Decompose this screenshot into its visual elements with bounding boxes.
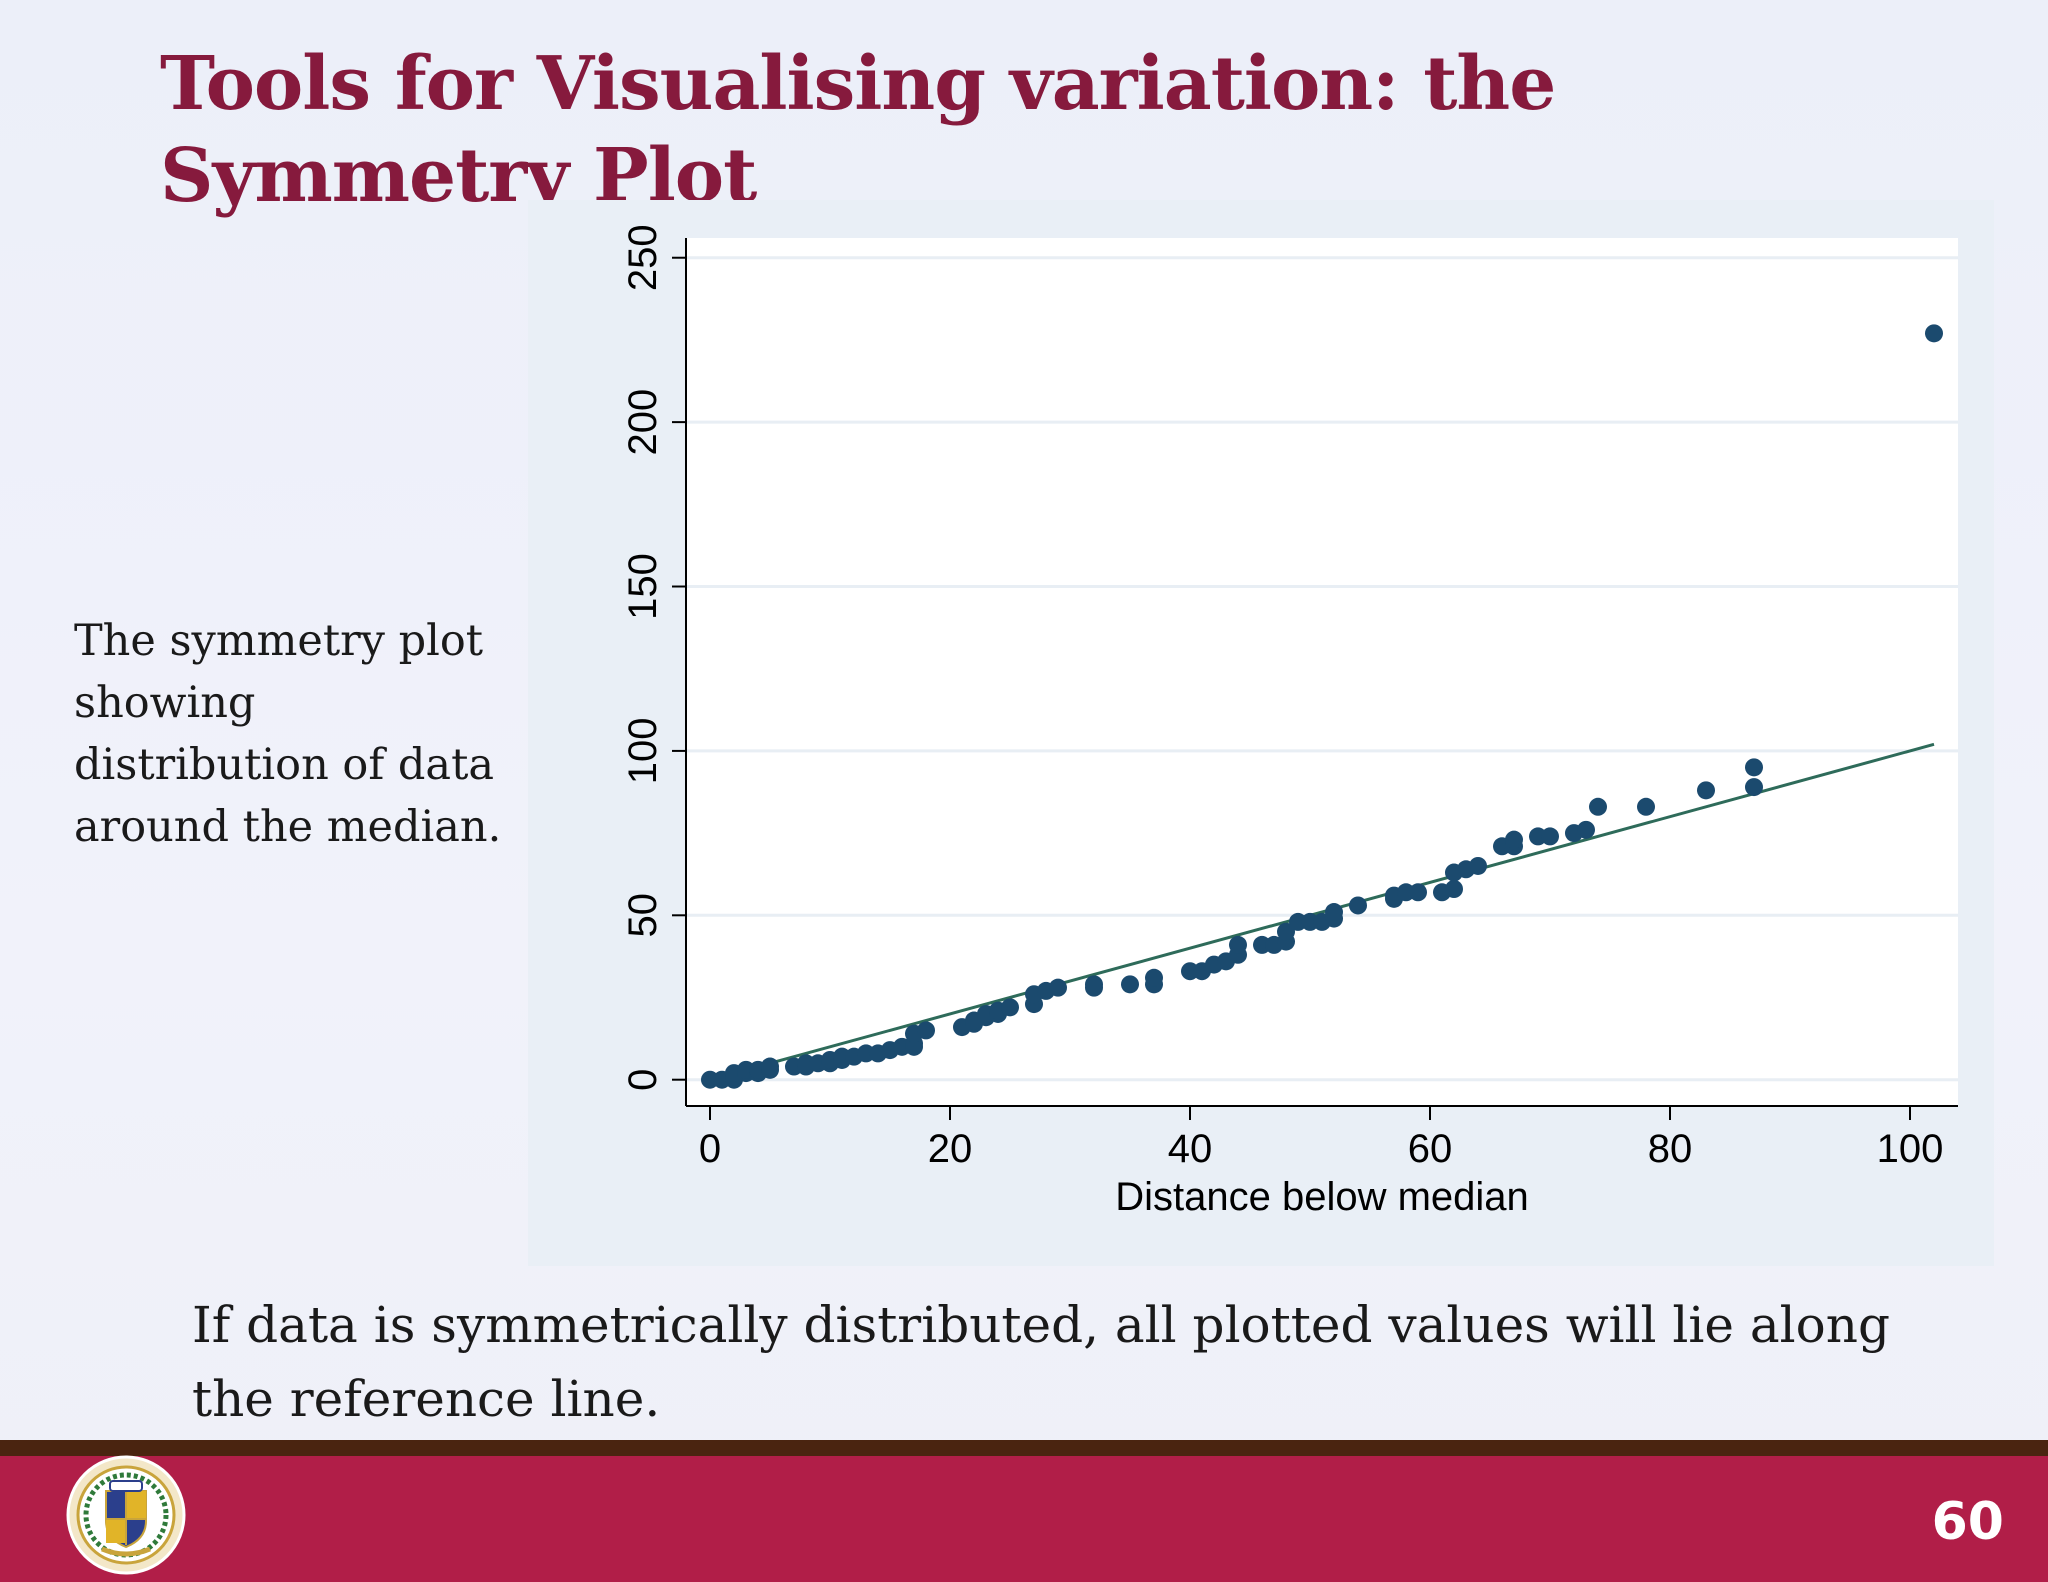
- university-crest-icon: [66, 1455, 186, 1575]
- data-point: [1001, 998, 1019, 1017]
- data-point: [1745, 778, 1763, 797]
- footer-divider: [0, 1440, 2048, 1456]
- slide-title: Tools for Visualising variation: the Sym…: [160, 41, 1556, 219]
- data-point: [1589, 797, 1607, 816]
- footnote-text: If data is symmetrically distributed, al…: [192, 1296, 1890, 1428]
- data-point: [1637, 797, 1655, 816]
- reference-line: [709, 742, 1935, 1082]
- data-point: [1577, 820, 1595, 839]
- footer-bar: [0, 1456, 2048, 1582]
- data-point: [1697, 781, 1715, 800]
- data-point: [1409, 883, 1427, 902]
- data-point: [1049, 978, 1067, 997]
- data-point: [1229, 935, 1247, 954]
- symmetry-plot-panel: 0 50 100 150 200 250 0 20 40 60 80 100 Distance bel…: [528, 200, 1994, 1266]
- data-point: [1745, 758, 1763, 777]
- y-tick-label: 200: [621, 389, 665, 456]
- axis-ticks: 0 50 100 150 200 250 0 20 40 60 80 100: [621, 224, 1943, 1171]
- page-number: 60: [1931, 1492, 2004, 1552]
- plot-area: [686, 238, 1958, 1106]
- reference-line-group: [709, 742, 1935, 1082]
- y-tick-label: 50: [621, 893, 665, 938]
- x-tick-label: 40: [1168, 1127, 1213, 1171]
- data-point: [1325, 903, 1343, 922]
- y-tick-label: 100: [621, 718, 665, 785]
- y-tick-label: 0: [621, 1069, 665, 1091]
- data-point: [1145, 968, 1163, 987]
- side-caption: The symmetry plot showing distribution o…: [74, 616, 502, 852]
- data-point: [1085, 975, 1103, 994]
- data-point: [1277, 922, 1295, 941]
- data-point: [1445, 880, 1463, 898]
- x-tick-label: 20: [928, 1127, 973, 1171]
- x-tick-label: 60: [1408, 1127, 1453, 1171]
- data-point: [1121, 975, 1139, 994]
- data-point: [1469, 856, 1487, 875]
- data-point: [917, 1021, 935, 1040]
- y-tick-label: 250: [621, 224, 665, 291]
- data-point: [1349, 896, 1367, 915]
- x-tick-label: 100: [1877, 1127, 1944, 1171]
- data-points: [701, 324, 1943, 1089]
- grid-lines: [686, 256, 1958, 1082]
- symmetry-plot: 0 50 100 150 200 250 0 20 40 60 80 100 Distance bel…: [621, 224, 1958, 1219]
- data-point: [1505, 830, 1523, 849]
- x-tick-label: 80: [1648, 1127, 1693, 1171]
- data-point: [1541, 827, 1559, 846]
- x-axis-title: Distance below median: [1115, 1175, 1529, 1219]
- data-point: [1925, 324, 1943, 343]
- x-tick-label: 0: [699, 1127, 721, 1171]
- data-point: [761, 1057, 779, 1076]
- y-tick-label: 150: [621, 553, 665, 620]
